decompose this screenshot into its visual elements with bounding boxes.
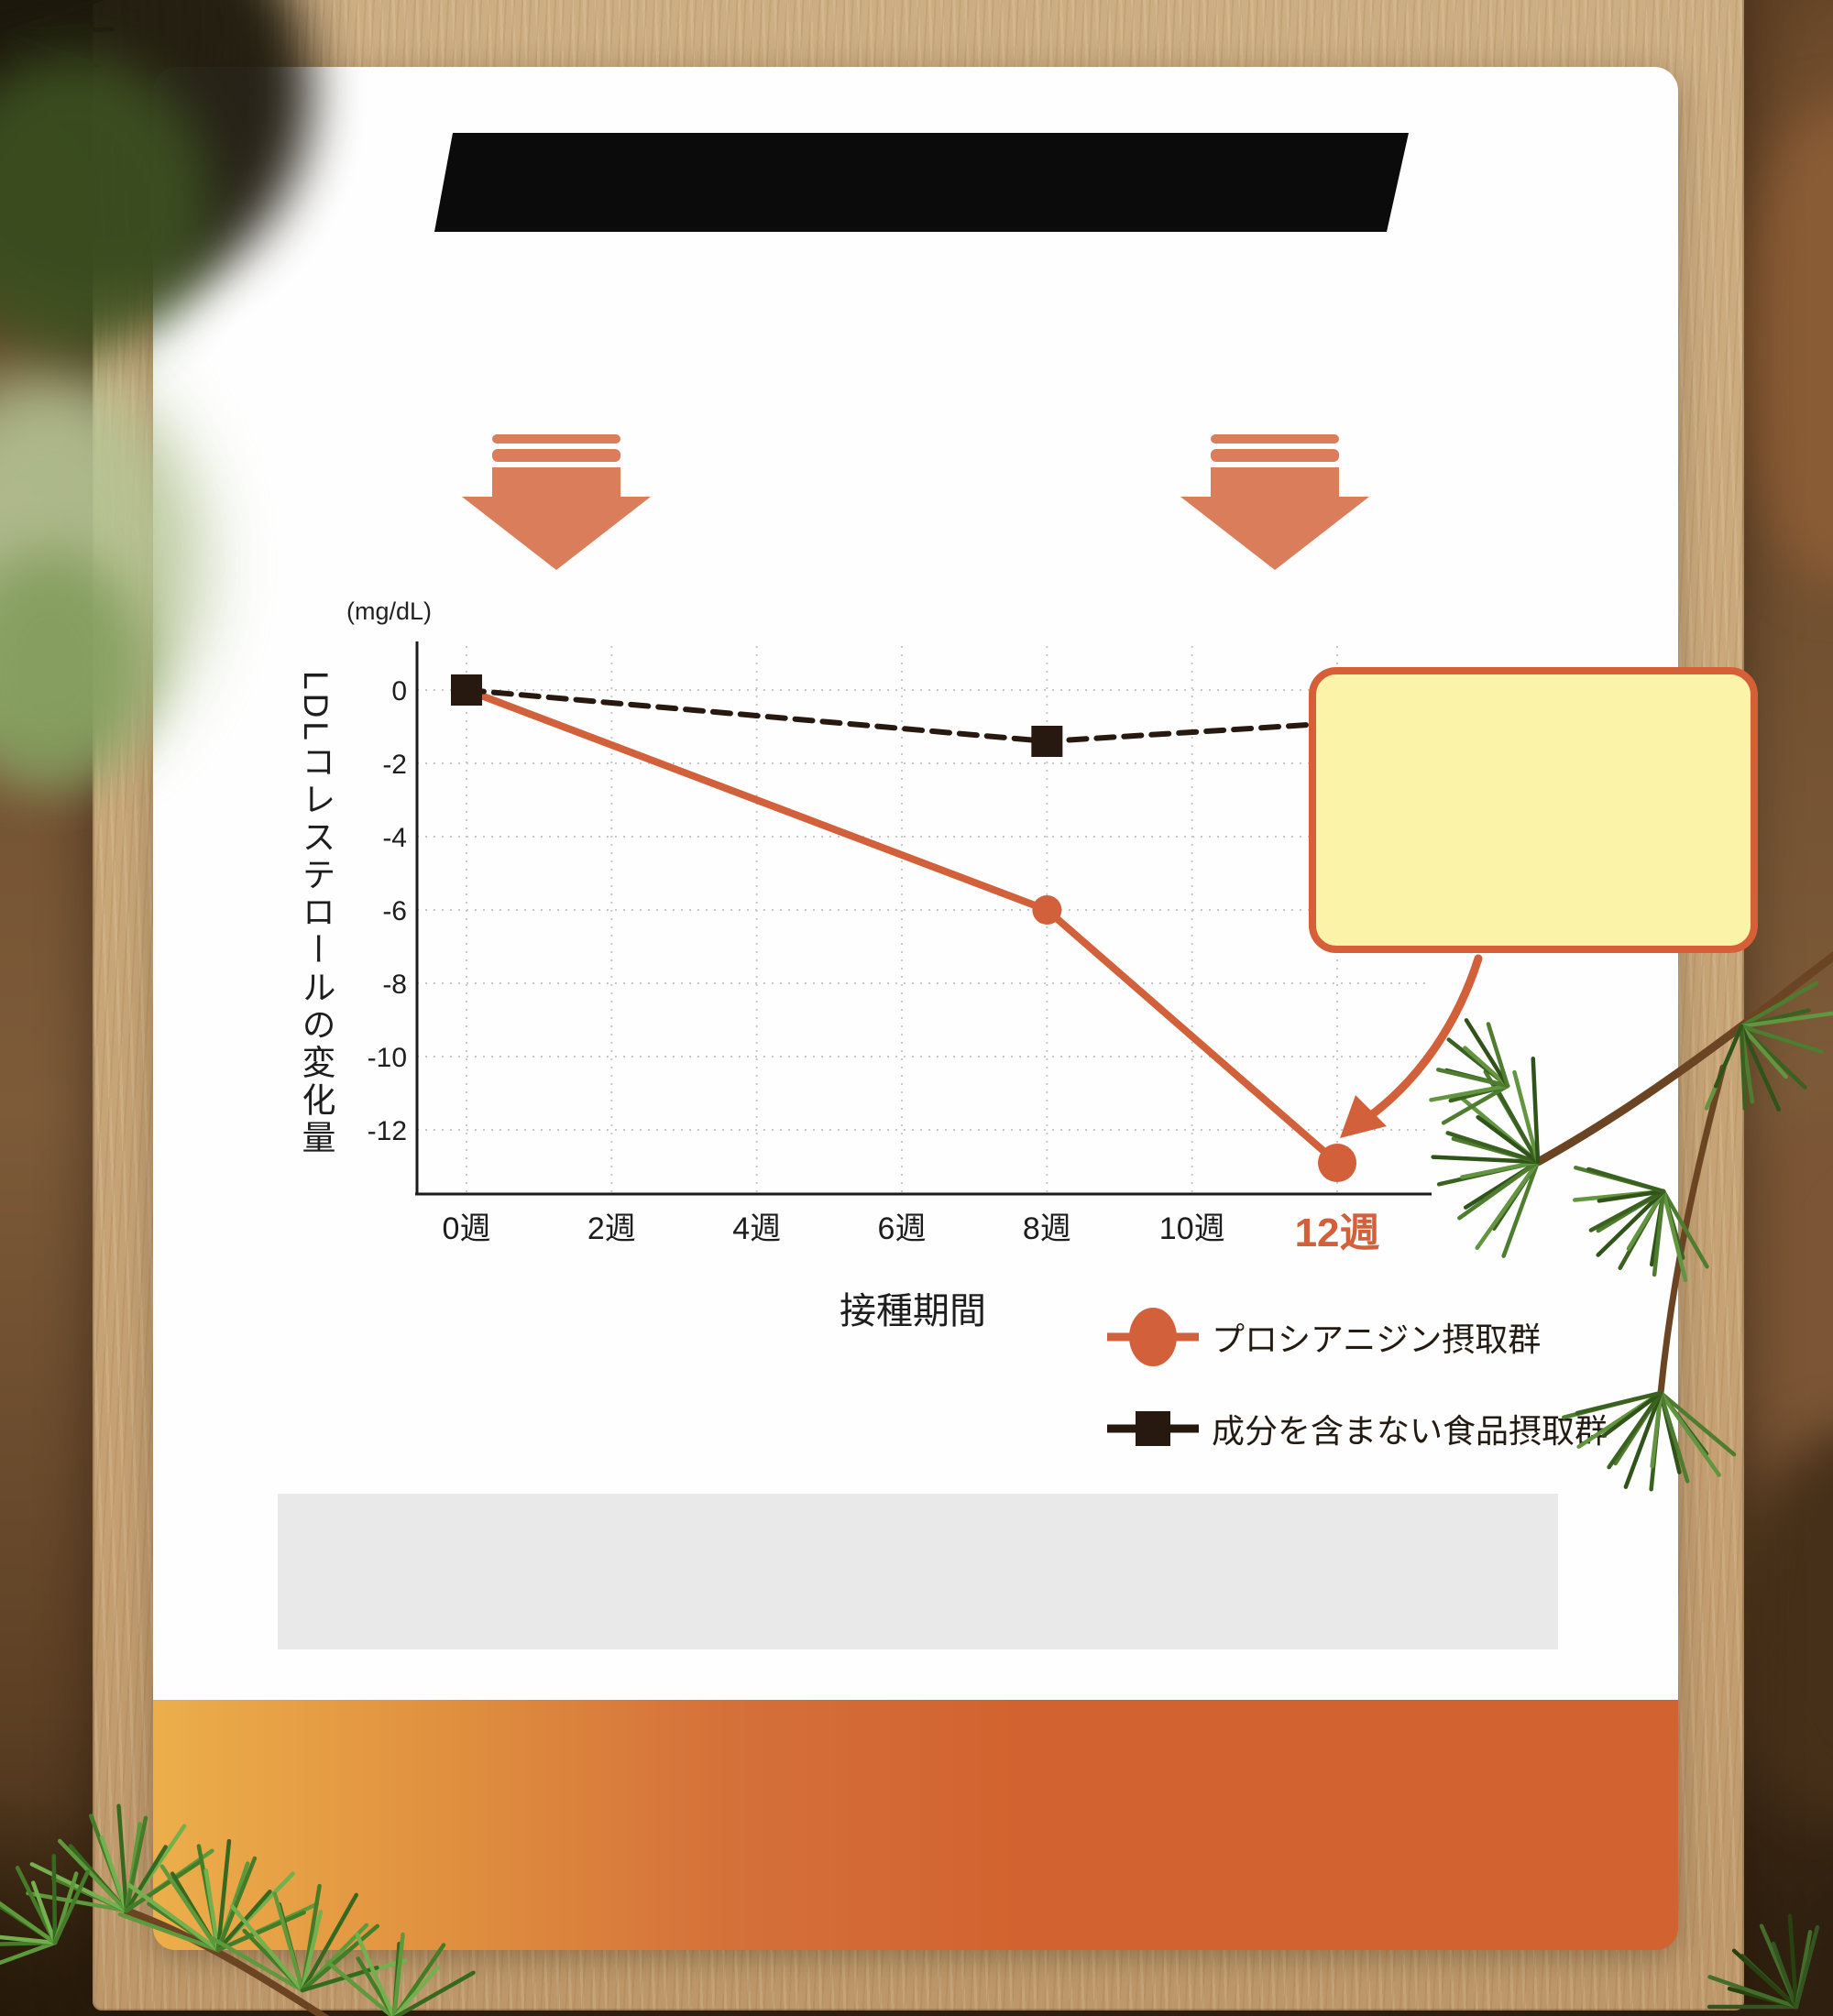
svg-text:2週: 2週 — [587, 1211, 636, 1246]
svg-text:0: 0 — [391, 676, 407, 707]
svg-text:8週: 8週 — [1023, 1211, 1071, 1246]
placeholder-gray-box — [278, 1494, 1558, 1649]
svg-text:6週: 6週 — [878, 1211, 927, 1246]
x-axis-title: 接種期間 — [840, 1291, 986, 1331]
unit-label: (mg/dL) — [346, 597, 433, 625]
svg-text:12週: 12週 — [1295, 1211, 1380, 1255]
redacted-title-banner — [434, 133, 1409, 232]
svg-text:4週: 4週 — [732, 1211, 781, 1246]
circle-marker-icon — [1107, 1308, 1199, 1366]
square-marker-icon — [1107, 1411, 1199, 1446]
down-arrow-icon — [1180, 434, 1369, 570]
chart-legend: プロシアニジン摂取群 成分を含まない食品摂取群 — [1107, 1305, 1608, 1488]
svg-text:-4: -4 — [382, 823, 407, 853]
y-axis-label: LDLコレステロールの変化量 — [297, 671, 335, 1157]
svg-text:-8: -8 — [382, 970, 407, 1000]
svg-text:10週: 10週 — [1159, 1211, 1225, 1246]
svg-text:-12: -12 — [368, 1116, 407, 1146]
highlight-callout — [1309, 667, 1758, 953]
legend-label: プロシアニジン摂取群 — [1212, 1320, 1542, 1358]
svg-text:-10: -10 — [368, 1043, 407, 1073]
legend-item: プロシアニジン摂取群 — [1107, 1305, 1608, 1369]
footer-gradient-bar — [153, 1700, 1678, 1950]
down-arrow-icon — [462, 434, 651, 570]
legend-item: 成分を含まない食品摂取群 — [1107, 1397, 1608, 1461]
svg-text:-2: -2 — [382, 750, 407, 780]
svg-text:-6: -6 — [382, 896, 407, 926]
legend-label: 成分を含まない食品摂取群 — [1212, 1412, 1608, 1450]
svg-text:0週: 0週 — [443, 1211, 491, 1246]
